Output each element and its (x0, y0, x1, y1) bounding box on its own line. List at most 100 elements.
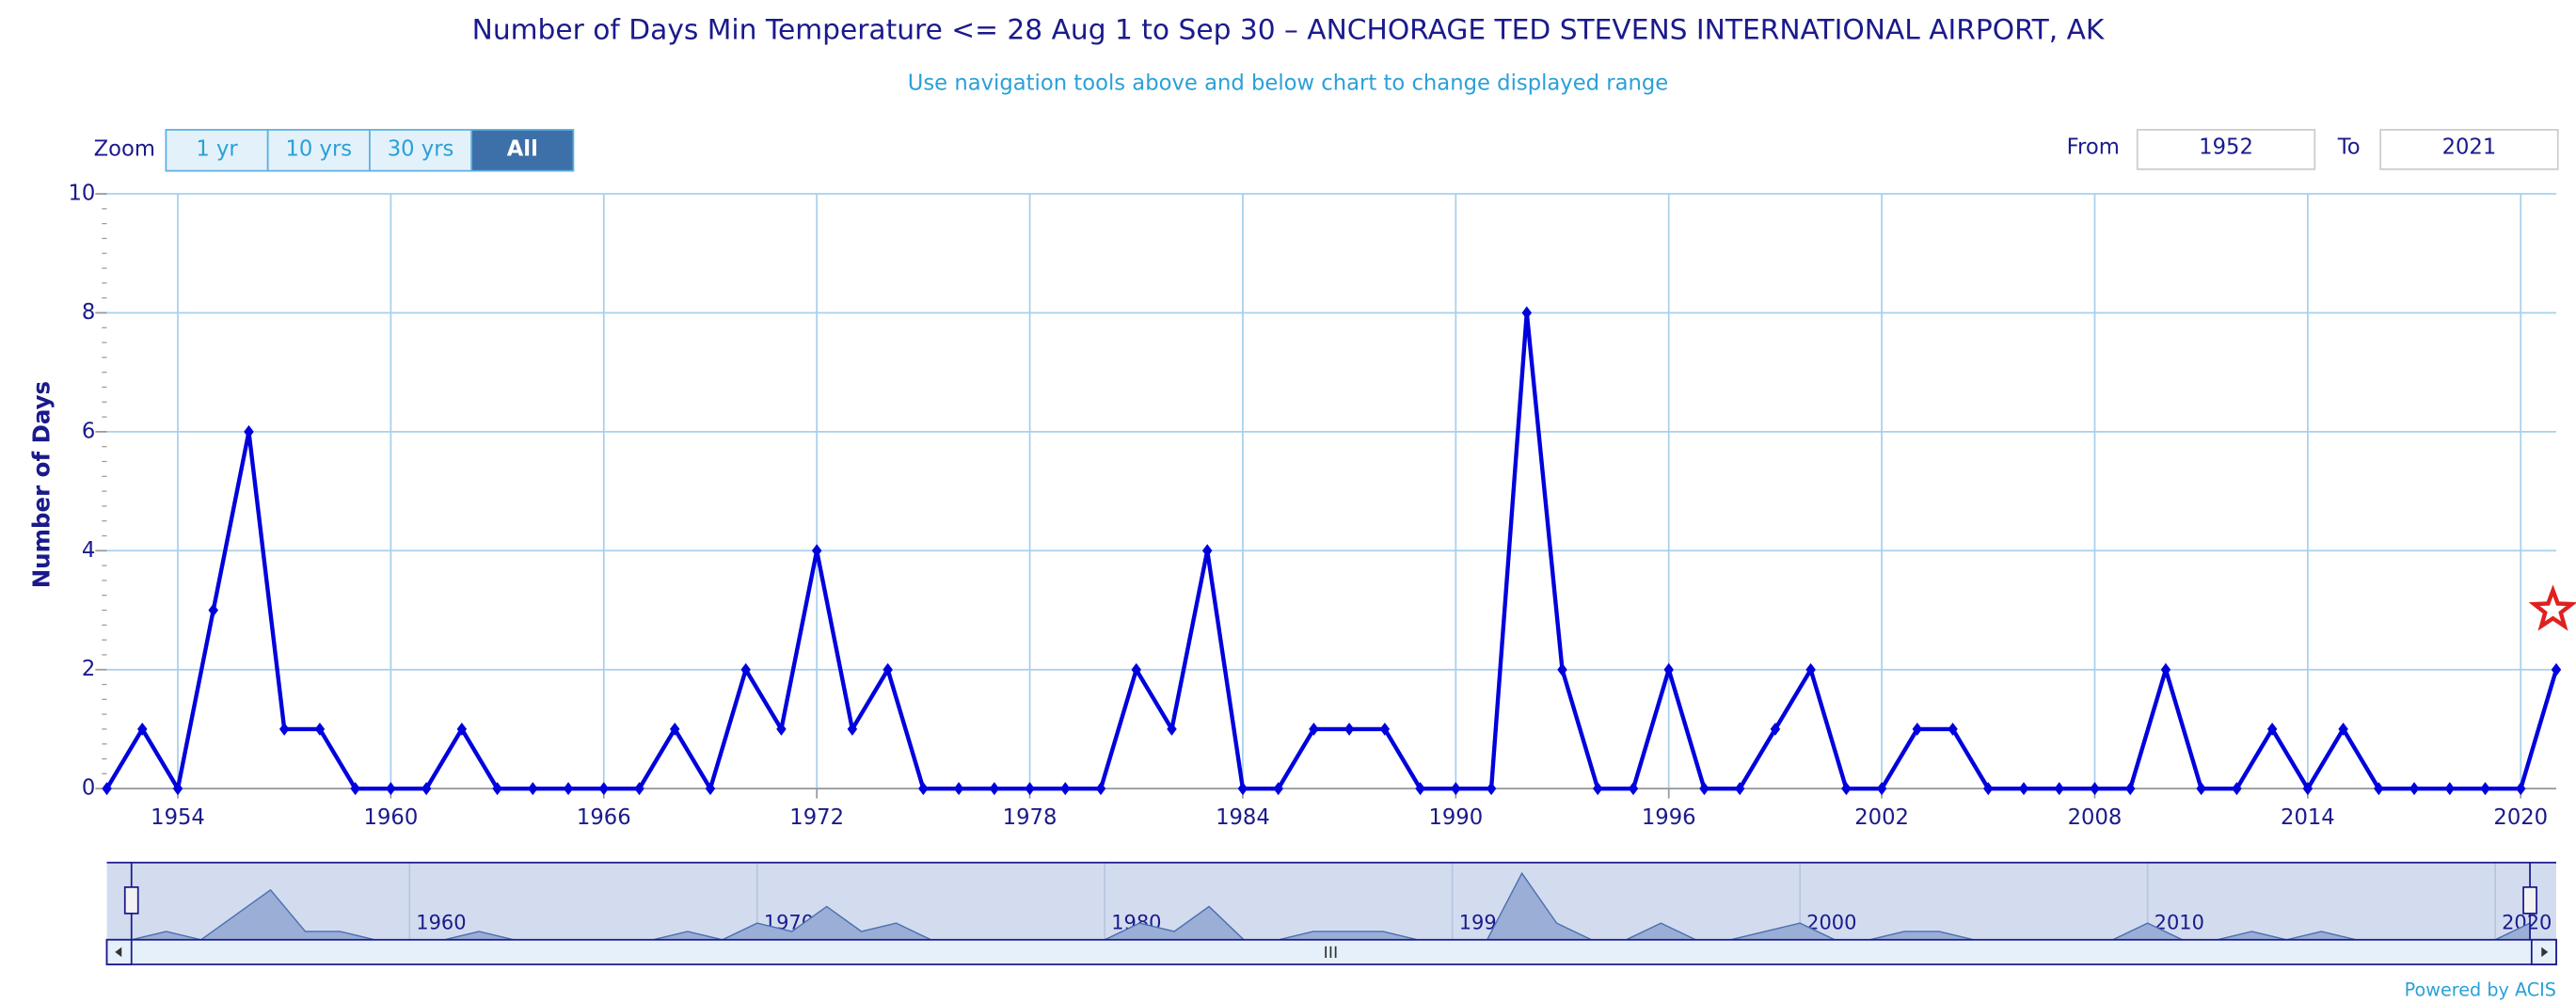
data-point (314, 722, 326, 736)
zoom-button-label[interactable]: 30 yrs (388, 136, 454, 161)
data-point (2196, 782, 2206, 796)
navigator-handle[interactable] (2522, 886, 2537, 915)
data-point (2054, 782, 2064, 796)
x-tick-label: 1990 (1428, 805, 1483, 830)
data-point (2302, 782, 2314, 796)
data-point (1237, 782, 1248, 796)
from-label: From (2067, 135, 2120, 160)
data-point (2018, 782, 2029, 796)
y-tick-label: 2 (82, 657, 95, 681)
navigator-handle[interactable] (123, 886, 139, 915)
y-tick-label: 6 (82, 419, 95, 443)
x-tick-label: 1996 (1642, 805, 1696, 830)
data-point (811, 544, 822, 558)
marker-star (2528, 584, 2576, 631)
zoom-button-label[interactable]: 1 yr (196, 136, 238, 161)
zoom-button[interactable] (165, 129, 269, 172)
navigator-label: 2010 (2155, 911, 2204, 933)
data-point (1734, 782, 1745, 796)
data-point (918, 782, 929, 796)
x-tick-label: 2008 (2068, 805, 2123, 830)
to-label: To (2337, 135, 2361, 160)
data-point (1131, 662, 1141, 677)
x-tick-label: 2014 (2281, 805, 2335, 830)
data-point (456, 722, 468, 736)
zoom-label: Zoom (94, 136, 155, 161)
data-point (1948, 722, 1958, 736)
data-point (1451, 782, 1461, 796)
zoom-button-label[interactable]: All (507, 136, 538, 161)
data-point (137, 722, 148, 736)
chart-title: Number of Days Min Temperature <= 28 Aug… (472, 13, 2106, 46)
x-tick-label: 1960 (364, 805, 419, 830)
data-point (1025, 782, 1035, 796)
to-value[interactable]: 2021 (2442, 135, 2497, 160)
scroll-left-arrow (115, 947, 122, 958)
data-point (421, 782, 432, 796)
data-point (2516, 782, 2526, 796)
from-value[interactable]: 1952 (2199, 135, 2253, 160)
scrollbar[interactable] (105, 938, 2557, 965)
x-tick-label: 2002 (1854, 805, 1909, 830)
data-point (1201, 544, 1213, 558)
data-point (2124, 782, 2136, 796)
x-tick-label: 1966 (577, 805, 631, 830)
chart-subtitle: Use navigation tools above and below cha… (908, 72, 1669, 96)
data-point (953, 782, 964, 796)
y-tick-label: 10 (68, 182, 95, 206)
data-point (1876, 782, 1887, 796)
data-point (2444, 782, 2456, 796)
data-point (102, 782, 112, 796)
data-point (1805, 662, 1816, 677)
zoom-button[interactable] (470, 129, 575, 172)
data-point (1699, 782, 1709, 796)
data-point (1379, 722, 1391, 736)
to-input[interactable] (2379, 129, 2559, 170)
data-point (1912, 722, 1923, 736)
y-tick-label: 0 (82, 776, 95, 801)
data-point (670, 722, 680, 736)
data-point (1521, 306, 1533, 320)
x-tick-label: 1954 (151, 805, 205, 830)
data-point (2480, 782, 2490, 796)
data-point (1060, 782, 1071, 796)
data-point (1841, 782, 1852, 796)
y-axis-title: Number of Days (27, 381, 55, 588)
data-point (244, 424, 254, 438)
data-point (350, 782, 360, 796)
x-tick-label: 1972 (789, 805, 844, 830)
data-point (989, 782, 1000, 796)
navigator-label: 2000 (1806, 911, 1856, 933)
x-tick-label: 1984 (1216, 805, 1270, 830)
data-point (2409, 782, 2420, 796)
from-input[interactable] (2136, 129, 2316, 170)
data-point (598, 782, 610, 796)
data-point (1309, 722, 1319, 736)
data-line (104, 312, 2559, 795)
data-point (1486, 782, 1497, 796)
data-point (883, 662, 893, 677)
credit: Powered by ACIS (2405, 979, 2556, 1000)
data-point (1593, 782, 1603, 796)
data-point (847, 722, 858, 736)
data-point (528, 782, 538, 796)
data-point (634, 782, 644, 796)
data-point (1663, 662, 1674, 677)
x-tick-label: 2020 (2493, 805, 2548, 830)
data-point (2374, 782, 2384, 796)
data-point (208, 603, 218, 617)
data-point (2160, 662, 2171, 677)
zoom-button[interactable] (369, 129, 473, 172)
data-point (386, 782, 396, 796)
y-tick-label: 8 (82, 300, 95, 325)
y-tick-label: 4 (82, 538, 95, 563)
data-point (740, 662, 751, 677)
scroll-right-arrow (2541, 947, 2549, 958)
x-tick-label: 1978 (1003, 805, 1057, 830)
data-point (1344, 722, 1355, 736)
zoom-button-label[interactable]: 10 yrs (285, 136, 352, 161)
data-point (2090, 782, 2100, 796)
navigator-label: 2020 (2502, 911, 2552, 933)
